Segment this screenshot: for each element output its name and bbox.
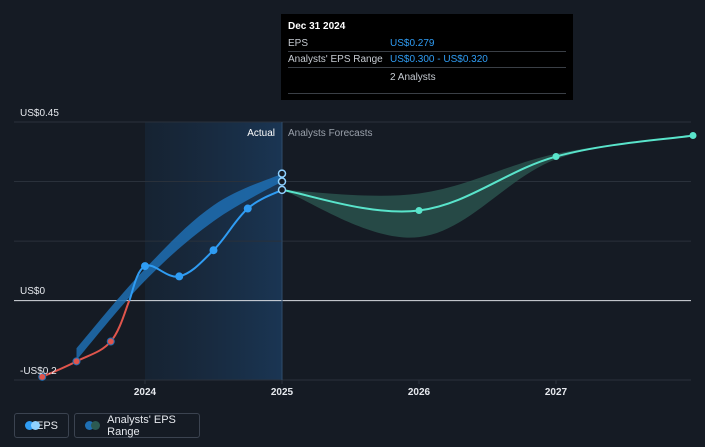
forecast-point[interactable] (689, 131, 697, 139)
tooltip-marker-0[interactable] (277, 185, 287, 195)
y-label-zero: US$0 (20, 286, 45, 297)
eps-point[interactable] (243, 204, 252, 213)
tooltip-marker-2[interactable] (277, 169, 287, 178)
tooltip-range-value: US$0.300 - US$0.320 (390, 54, 488, 65)
x-tick-label: 2024 (134, 387, 157, 398)
tooltip-row-analysts: 2 Analysts (288, 69, 566, 94)
grid-lines (14, 121, 691, 381)
x-tick-label: 2026 (408, 387, 431, 398)
axis-labels: US$0.45 US$0 -US$0.2 Actual Analysts For… (20, 108, 372, 377)
section-forecast-label: Analysts Forecasts (288, 128, 372, 139)
tooltip-range-label: Analysts' EPS Range (288, 54, 383, 65)
tooltip-date: Dec 31 2024 (288, 21, 346, 32)
section-actual-label: Actual (247, 128, 275, 139)
range-legend-icon (85, 421, 100, 430)
y-label-bottom: -US$0.2 (20, 366, 57, 377)
eps-legend-icon (25, 421, 40, 430)
eps-point[interactable] (141, 262, 149, 271)
legend-range[interactable]: Analysts' EPS Range (74, 413, 200, 438)
forecast-point[interactable] (415, 207, 423, 215)
past-range-band (76, 173, 282, 361)
x-tick-label: 2025 (271, 387, 294, 398)
tooltip-analysts-value: 2 Analysts (390, 72, 436, 83)
eps-point[interactable] (72, 357, 81, 366)
eps-point[interactable] (175, 272, 184, 281)
forecast-point[interactable] (552, 153, 560, 161)
eps-points (38, 131, 697, 381)
eps-lines (41, 134, 694, 378)
y-label-top: US$0.45 (20, 108, 59, 119)
eps-line-negative (41, 300, 131, 378)
eps-point[interactable] (106, 337, 115, 346)
legend-eps-label: EPS (35, 419, 58, 432)
eps-point[interactable] (38, 372, 47, 381)
x-tick-label: 2027 (545, 387, 568, 398)
tooltip-eps-value: US$0.279 (390, 38, 435, 49)
x-axis-ticks: 2024 2025 2026 2027 (134, 380, 568, 398)
tooltip-eps-label: EPS (288, 38, 309, 49)
legend-range-label: Analysts' EPS Range (107, 413, 176, 438)
tooltip-row-eps: EPS US$0.279 (288, 37, 566, 52)
eps-point[interactable] (209, 246, 218, 255)
tooltip-marker-1[interactable] (277, 177, 287, 186)
tooltip: Dec 31 2024 EPS US$0.279 Analysts' EPS R… (281, 14, 573, 100)
eps-forecast-line (281, 134, 694, 213)
legend-eps[interactable]: EPS (14, 413, 69, 438)
tooltip-row-range: Analysts' EPS Range US$0.300 - US$0.320 (288, 53, 566, 68)
